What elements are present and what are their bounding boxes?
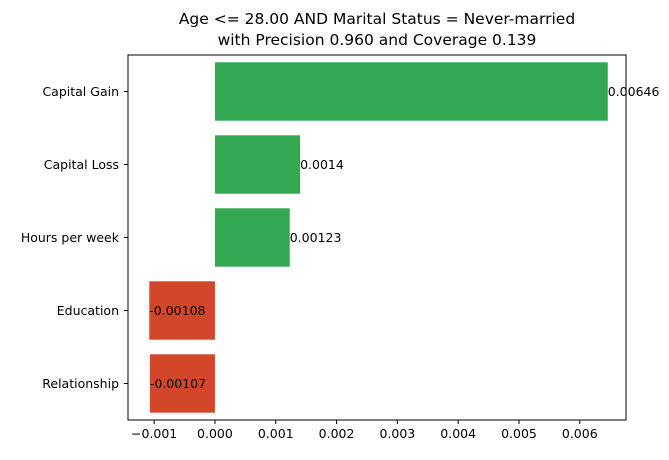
bars-layer <box>149 62 608 413</box>
x-tick-label: 0.004 <box>440 426 476 441</box>
data-labels-layer: 0.00646 0.0014 0.00123 -0.00108 -0.00107 <box>149 84 659 391</box>
y-tick-label: Capital Gain <box>42 84 119 99</box>
y-tick-label: Relationship <box>42 376 119 391</box>
chart-title-line2: with Precision 0.960 and Coverage 0.139 <box>218 31 537 49</box>
y-tick-label: Education <box>57 303 119 318</box>
y-tick-label: Hours per week <box>21 230 120 245</box>
x-tick-label: 0.002 <box>319 426 355 441</box>
x-tick-label: 0.005 <box>501 426 537 441</box>
x-tick-label: −0.001 <box>131 426 177 441</box>
y-tick-label: Capital Loss <box>44 157 119 172</box>
x-tick-label: 0.000 <box>197 426 233 441</box>
bar <box>149 281 215 340</box>
data-label: 0.0014 <box>300 157 344 172</box>
data-label: 0.00123 <box>290 230 342 245</box>
bar <box>214 135 301 194</box>
data-label: -0.00107 <box>150 376 206 391</box>
x-tick-label: 0.001 <box>258 426 294 441</box>
bar <box>214 208 290 267</box>
chart-title-line1: Age <= 28.00 AND Marital Status = Never-… <box>179 10 575 28</box>
axis-layer: Capital Gain Capital Loss Hours per week Ed… <box>21 84 598 441</box>
data-label: 0.00646 <box>608 84 660 99</box>
x-tick-label: 0.006 <box>562 426 598 441</box>
data-label: -0.00108 <box>149 303 205 318</box>
bar <box>149 354 215 413</box>
x-tick-label: 0.003 <box>379 426 415 441</box>
bar <box>214 62 608 121</box>
